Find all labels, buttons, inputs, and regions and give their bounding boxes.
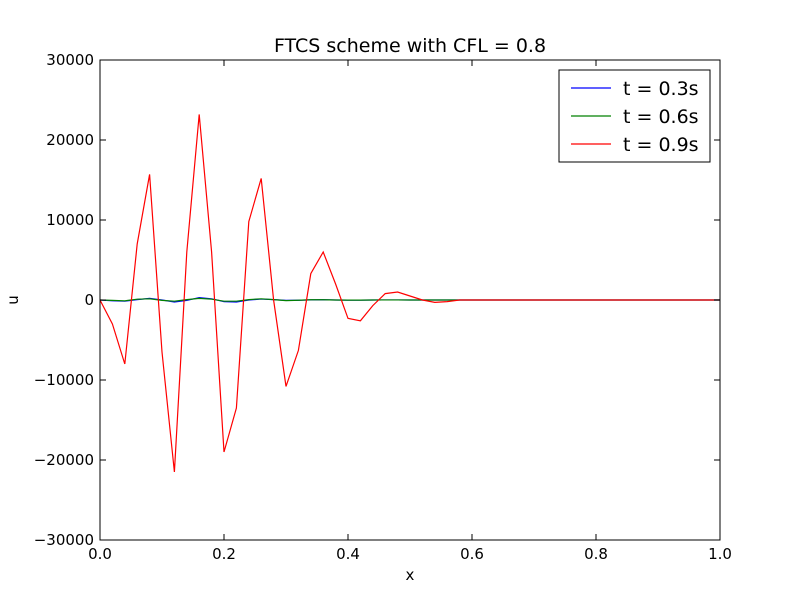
chart-title: FTCS scheme with CFL = 0.8 — [274, 35, 546, 57]
series-line-3 — [99, 114, 720, 473]
y-tick-label: 20000 — [46, 131, 94, 149]
legend-label: t = 0.3s — [623, 78, 699, 100]
series-lines — [99, 114, 720, 473]
legend-label: t = 0.6s — [623, 106, 699, 128]
x-tick-label: 0.8 — [584, 545, 608, 563]
legend-label: t = 0.9s — [623, 134, 699, 156]
axis-ticks: 0.0 0.2 0.4 0.6 0.8 1.0 −30000 −20000 −10000 0 100… — [34, 51, 732, 563]
y-tick-label: −30000 — [34, 531, 94, 549]
legend: t = 0.3s t = 0.6s t = 0.9s — [558, 69, 711, 163]
x-tick-label: 0.6 — [460, 545, 484, 563]
y-tick-label: −10000 — [34, 371, 94, 389]
plot-frame — [99, 59, 721, 541]
x-axis-label: x — [406, 566, 415, 584]
y-tick-label: 30000 — [46, 51, 94, 69]
x-tick-label: 0.0 — [88, 545, 112, 563]
x-tick-label: 0.2 — [212, 545, 236, 563]
y-tick-label: −20000 — [34, 451, 94, 469]
x-tick-label: 0.4 — [336, 545, 360, 563]
y-tick-label: 0 — [84, 291, 94, 309]
x-tick-label: 1.0 — [708, 545, 732, 563]
y-tick-label: 10000 — [46, 211, 94, 229]
y-axis-label: u — [4, 295, 22, 305]
